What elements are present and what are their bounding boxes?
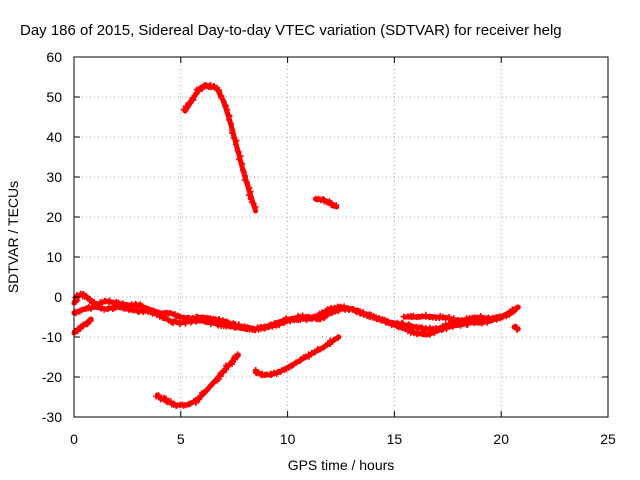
series-line: [182, 83, 259, 214]
data-point: [239, 160, 246, 167]
data-point: [395, 321, 402, 328]
series-tick-end: [511, 323, 521, 333]
data-point: [222, 362, 229, 369]
data-point: [312, 314, 319, 320]
data-point: [139, 302, 145, 309]
data-point: [311, 349, 318, 356]
data-point: [222, 103, 229, 110]
data-point: [233, 354, 240, 361]
data-point: [331, 336, 338, 343]
data-point: [193, 318, 200, 325]
data-point: [505, 310, 512, 316]
y-tick-label: 0: [54, 289, 62, 305]
data-point: [235, 149, 242, 156]
series-arc-low: [153, 351, 241, 409]
data-point: [225, 116, 232, 123]
y-tick-label: 50: [46, 89, 62, 105]
data-point: [322, 342, 329, 349]
data-point: [250, 200, 257, 207]
data-point: [236, 156, 243, 163]
data-point: [218, 95, 225, 102]
data-point: [323, 309, 330, 315]
data-point: [200, 389, 207, 396]
data-point: [479, 315, 486, 322]
y-tick-label: -10: [42, 329, 62, 345]
data-point: [167, 398, 174, 405]
y-tick-label: 60: [46, 49, 62, 65]
data-point: [173, 318, 180, 325]
data-point: [101, 306, 108, 313]
data-point: [245, 192, 252, 199]
data-point: [239, 324, 246, 331]
data-point: [292, 359, 299, 366]
chart-title: Day 186 of 2015, Sidereal Day-to-day VTE…: [20, 22, 562, 39]
data-point: [155, 309, 161, 316]
data-point: [513, 304, 520, 311]
x-tick-label: 20: [493, 431, 509, 447]
y-axis-label: SDTVAR / TECUs: [5, 181, 21, 293]
series-tail-right: [400, 311, 504, 326]
series-arc-rise: [252, 334, 342, 379]
tick-layer: 0 5 10 15 20 25 -30 -20 -10 0 10 20 30 40 50 60: [42, 49, 616, 447]
y-tick-label: 10: [46, 249, 62, 265]
data-point: [234, 351, 241, 358]
data-point: [216, 316, 223, 322]
data-point: [240, 169, 247, 175]
data-point: [334, 334, 341, 341]
data-point: [98, 305, 105, 312]
data-point: [418, 324, 425, 331]
data-point: [479, 320, 486, 327]
plot-frame: [73, 56, 609, 418]
grid-layer: [74, 57, 608, 417]
data-point: [496, 313, 503, 320]
y-tick-label: -30: [42, 409, 62, 425]
data-point: [247, 188, 254, 195]
y-tick-label: 40: [46, 129, 62, 145]
data-point: [176, 321, 183, 328]
data-point: [167, 309, 174, 316]
data-point: [484, 315, 491, 322]
data-point: [216, 88, 223, 95]
data-point: [493, 314, 500, 321]
data-point: [237, 153, 244, 160]
x-tick-label: 15: [387, 431, 403, 447]
data-point: [232, 141, 239, 148]
data-point: [224, 106, 231, 113]
x-tick-label: 0: [70, 431, 78, 447]
y-tick-label: 30: [46, 169, 62, 185]
data-point: [81, 293, 88, 300]
x-tick-label: 25: [600, 431, 616, 447]
y-tick-label: -20: [42, 369, 62, 385]
series-layer: [71, 81, 521, 409]
x-tick-label: 5: [177, 431, 185, 447]
data-point: [187, 400, 194, 407]
data-point: [333, 202, 340, 209]
y-tick-label: 20: [46, 209, 62, 225]
data-point: [283, 315, 290, 322]
series-arc-peak: [180, 81, 259, 214]
data-point: [447, 316, 454, 323]
data-point: [514, 326, 521, 333]
data-point: [157, 396, 164, 403]
data-point: [270, 369, 277, 376]
x-axis-label: GPS time / hours: [288, 457, 395, 473]
data-point: [102, 298, 109, 305]
series-start-low: [71, 316, 94, 336]
data-point: [252, 204, 259, 210]
data-point: [317, 346, 324, 353]
data-point: [244, 179, 250, 186]
data-point: [229, 130, 235, 137]
series-arc-mid: [312, 195, 340, 210]
data-point: [186, 99, 193, 106]
data-point: [149, 310, 156, 317]
x-tick-label: 10: [280, 431, 296, 447]
data-point: [87, 318, 94, 324]
data-point: [246, 184, 253, 191]
data-point: [228, 120, 234, 127]
